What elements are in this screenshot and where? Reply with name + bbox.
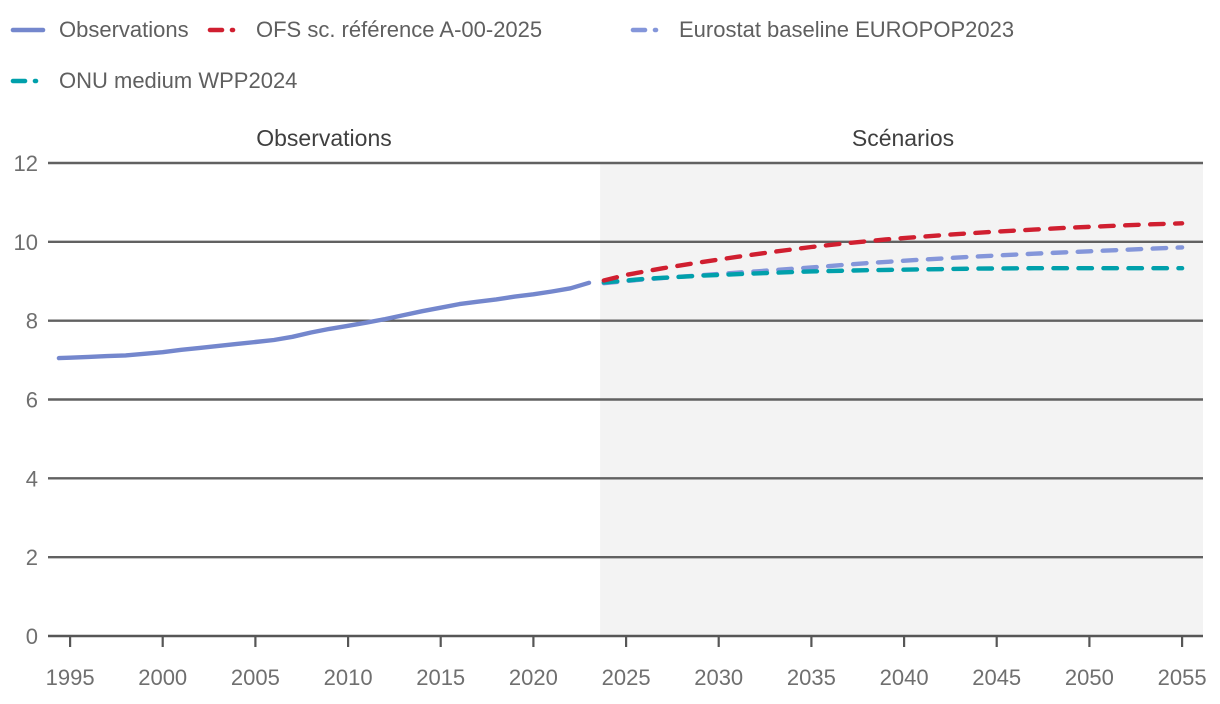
legend-label: ONU medium WPP2024 bbox=[59, 68, 298, 93]
y-tick-label: 0 bbox=[26, 624, 38, 649]
legend-item-onu-medium: ONU medium WPP2024 bbox=[10, 67, 297, 95]
y-tick-label: 6 bbox=[26, 388, 38, 413]
legend-line-dashed-icon bbox=[207, 27, 243, 33]
y-tick-label: 10 bbox=[14, 230, 38, 255]
x-tick-label: 2030 bbox=[694, 665, 743, 690]
x-tick-label: 2025 bbox=[602, 665, 651, 690]
x-tick-label: 2035 bbox=[787, 665, 836, 690]
x-tick-label: 2040 bbox=[880, 665, 929, 690]
legend-line-dashed-icon bbox=[10, 78, 46, 84]
scenarios-section-title: Scénarios bbox=[851, 125, 955, 151]
series-ofs-reference bbox=[601, 221, 1185, 283]
x-tick-label: 2020 bbox=[509, 665, 558, 690]
y-tick-label: 12 bbox=[14, 151, 38, 176]
series-observations bbox=[56, 280, 592, 361]
legend-label: Observations bbox=[59, 17, 189, 42]
x-tick-label: 1995 bbox=[46, 665, 95, 690]
legend-line-dashed-icon bbox=[630, 27, 666, 33]
legend-item-eurostat-baseline: Eurostat baseline EUROPOP2023 bbox=[630, 16, 1014, 44]
legend-label: Eurostat baseline EUROPOP2023 bbox=[679, 17, 1015, 42]
y-tick-label: 4 bbox=[26, 466, 38, 491]
x-tick-label: 2015 bbox=[416, 665, 465, 690]
y-tick-label: 2 bbox=[26, 545, 38, 570]
x-tick-label: 2010 bbox=[324, 665, 373, 690]
x-tick-label: 2045 bbox=[972, 665, 1021, 690]
x-tick-label: 2055 bbox=[1158, 665, 1207, 690]
series-onu-medium bbox=[601, 266, 1185, 285]
x-tick-label: 2005 bbox=[231, 665, 280, 690]
legend-label: OFS sc. référence A-00-2025 bbox=[256, 17, 543, 42]
y-tick-label: 8 bbox=[26, 309, 38, 334]
legend-line-solid-icon bbox=[10, 27, 46, 33]
observations-section-title: Observations bbox=[256, 125, 392, 151]
x-tick-label: 2050 bbox=[1065, 665, 1114, 690]
legend-item-ofs-reference: OFS sc. référence A-00-2025 bbox=[207, 16, 542, 44]
x-tick-label: 2000 bbox=[138, 665, 187, 690]
legend-item-observations: Observations bbox=[10, 16, 189, 44]
